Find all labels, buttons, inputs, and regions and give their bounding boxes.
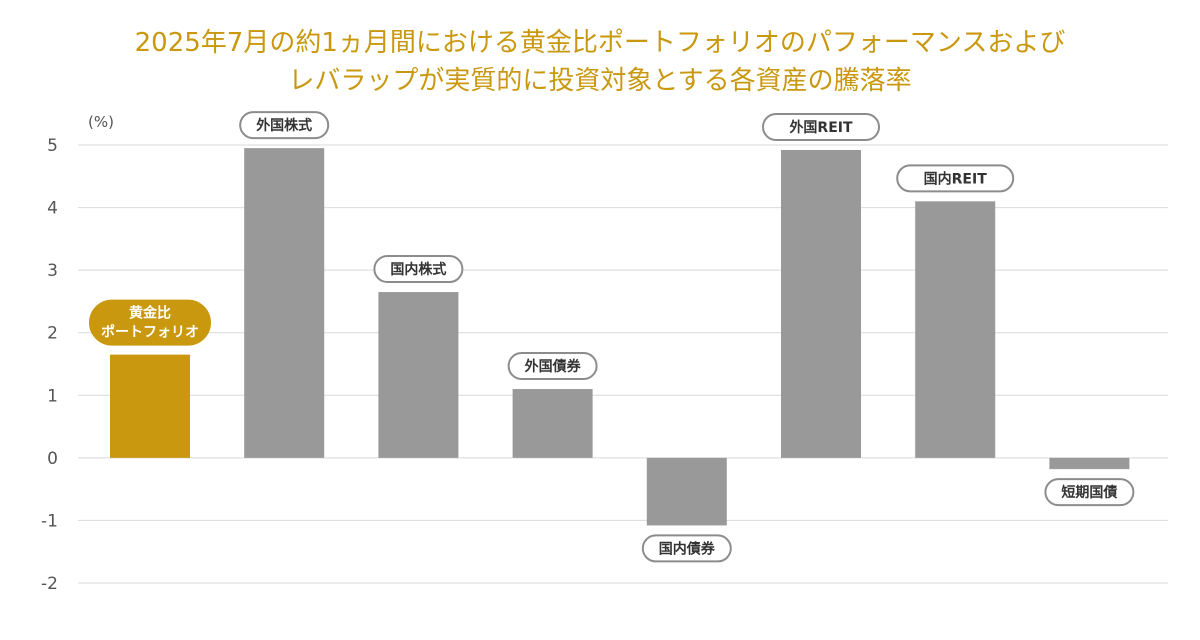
bars	[110, 148, 1130, 526]
bar-label-badge	[239, 111, 330, 140]
chart-title-line-1: 2025年7月の約1ヵ月間における黄金比ポートフォリオのパフォーマンスおよび	[134, 28, 1066, 58]
bar	[781, 150, 861, 458]
bar	[646, 457, 727, 526]
y-axis-unit-label: (%)	[88, 113, 114, 131]
bar	[110, 354, 190, 458]
y-tick-label: -1	[41, 511, 58, 531]
bar	[512, 389, 593, 458]
y-tick-label: 3	[47, 261, 58, 281]
bar-label-badge	[507, 352, 598, 381]
bar-category-label: 短期国債	[1061, 484, 1117, 501]
bar-category-label: 黄金比	[129, 305, 171, 322]
chart-title-line-2: レバラップが実質的に投資対象とする各資産の騰落率	[288, 66, 912, 96]
bar-category-label: 外国株式	[256, 117, 312, 134]
y-tick-label: 5	[47, 136, 58, 156]
y-axis: (%) 5 4 3 2 1 0 -1 -2	[41, 113, 114, 594]
bar-label-badge	[762, 113, 880, 142]
bar-category-label: ポートフォリオ	[101, 324, 199, 341]
bar	[1049, 457, 1130, 470]
chart-title: 2025年7月の約1ヵ月間における黄金比ポートフォリオのパフォーマンスおよび レ…	[0, 24, 1200, 100]
y-tick-label: -2	[41, 574, 58, 594]
y-tick-label: 4	[47, 199, 58, 219]
bar-category-label: 国内債券	[659, 540, 716, 557]
gridlines	[78, 144, 1168, 584]
bar	[915, 201, 996, 458]
bar	[244, 148, 325, 458]
bar-label-badge	[896, 164, 1015, 193]
bar-label-badge	[641, 534, 732, 563]
y-tick-label: 0	[47, 449, 58, 469]
y-tick-label: 2	[47, 324, 58, 344]
bar-category-label: 国内REIT	[924, 170, 988, 187]
bar-label-badge	[1044, 478, 1135, 507]
bar-category-label: 外国債券	[525, 358, 582, 375]
bar-category-label: 国内株式	[390, 261, 446, 278]
y-tick-label: 1	[47, 386, 58, 406]
bar-label-badge	[373, 255, 464, 284]
bar	[378, 292, 459, 458]
bar-category-label: 外国REIT	[789, 119, 853, 136]
bar-label-badge	[89, 299, 211, 346]
